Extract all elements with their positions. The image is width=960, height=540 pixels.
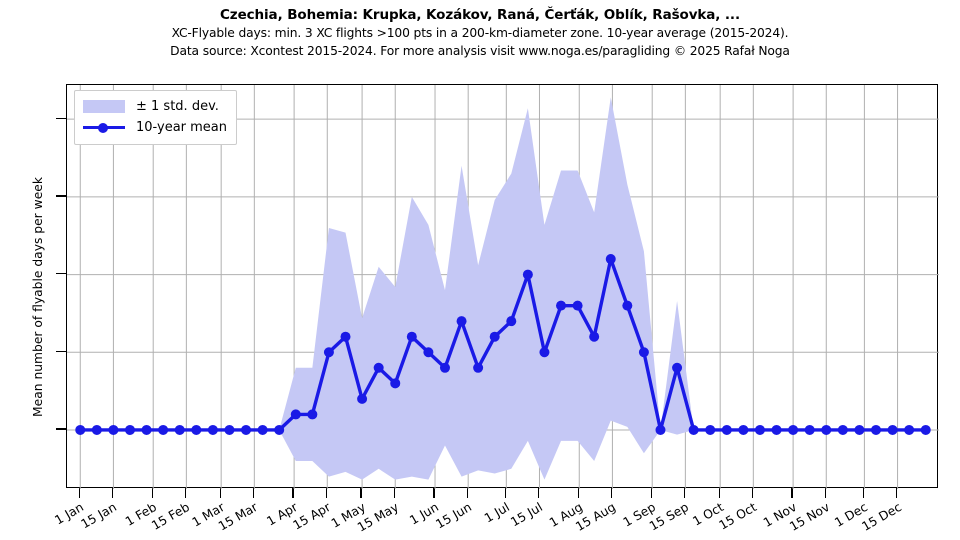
- x-tick-mark: [504, 488, 506, 498]
- x-tick-mark: [718, 488, 720, 498]
- y-tick-mark: [56, 350, 66, 352]
- legend-entry-mean: 10-year mean: [83, 117, 227, 138]
- x-tick-mark: [895, 488, 898, 498]
- legend-label-band: ± 1 std. dev.: [136, 99, 219, 114]
- x-tick-mark: [360, 488, 362, 498]
- x-tick-mark: [577, 488, 579, 498]
- x-tick-mark: [111, 488, 114, 498]
- line-swatch-icon: [83, 121, 125, 134]
- legend: ± 1 std. dev. 10-year mean: [74, 90, 238, 145]
- legend-entry-band: ± 1 std. dev.: [83, 96, 227, 117]
- x-tick-mark: [650, 488, 652, 498]
- y-tick-mark: [56, 428, 66, 430]
- band-swatch-icon: [83, 100, 125, 113]
- title-block: Czechia, Bohemia: Krupka, Kozákov, Raná,…: [0, 6, 960, 60]
- x-tick-mark: [433, 488, 435, 498]
- x-tick-mark: [862, 488, 865, 498]
- y-axis-label: Mean number of flyable days per week: [31, 177, 45, 417]
- y-tick-mark: [56, 117, 66, 119]
- std-dev-band: [80, 97, 926, 480]
- y-tick-mark: [56, 195, 66, 197]
- y-tick-mark: [56, 272, 66, 275]
- x-tick-mark: [610, 488, 613, 498]
- x-tick-mark: [292, 488, 294, 498]
- x-tick-mark: [151, 488, 153, 498]
- x-tick-mark: [252, 488, 254, 498]
- chart-canvas: [67, 85, 939, 489]
- x-tick-mark: [393, 488, 395, 498]
- x-tick-mark: [78, 488, 80, 498]
- mean-markers: [75, 254, 931, 435]
- x-tick-mark: [791, 488, 793, 498]
- chart-title: Czechia, Bohemia: Krupka, Kozákov, Raná,…: [220, 7, 740, 23]
- legend-label-mean: 10-year mean: [136, 120, 228, 135]
- chart-subtitle-1: XC-Flyable days: min. 3 XC flights >100 …: [171, 26, 789, 40]
- mean-line: [78, 257, 928, 432]
- x-tick-mark: [184, 488, 186, 498]
- x-tick-mark: [325, 488, 327, 498]
- chart-subtitle-2: Data source: Xcontest 2015-2024. For mor…: [170, 44, 790, 58]
- x-tick-mark: [683, 488, 685, 498]
- plot-area: [66, 84, 939, 489]
- x-tick-mark: [537, 488, 540, 498]
- x-tick-mark: [466, 488, 468, 498]
- x-tick-mark: [824, 488, 826, 498]
- x-tick-mark: [751, 488, 753, 498]
- x-tick-mark: [219, 488, 221, 498]
